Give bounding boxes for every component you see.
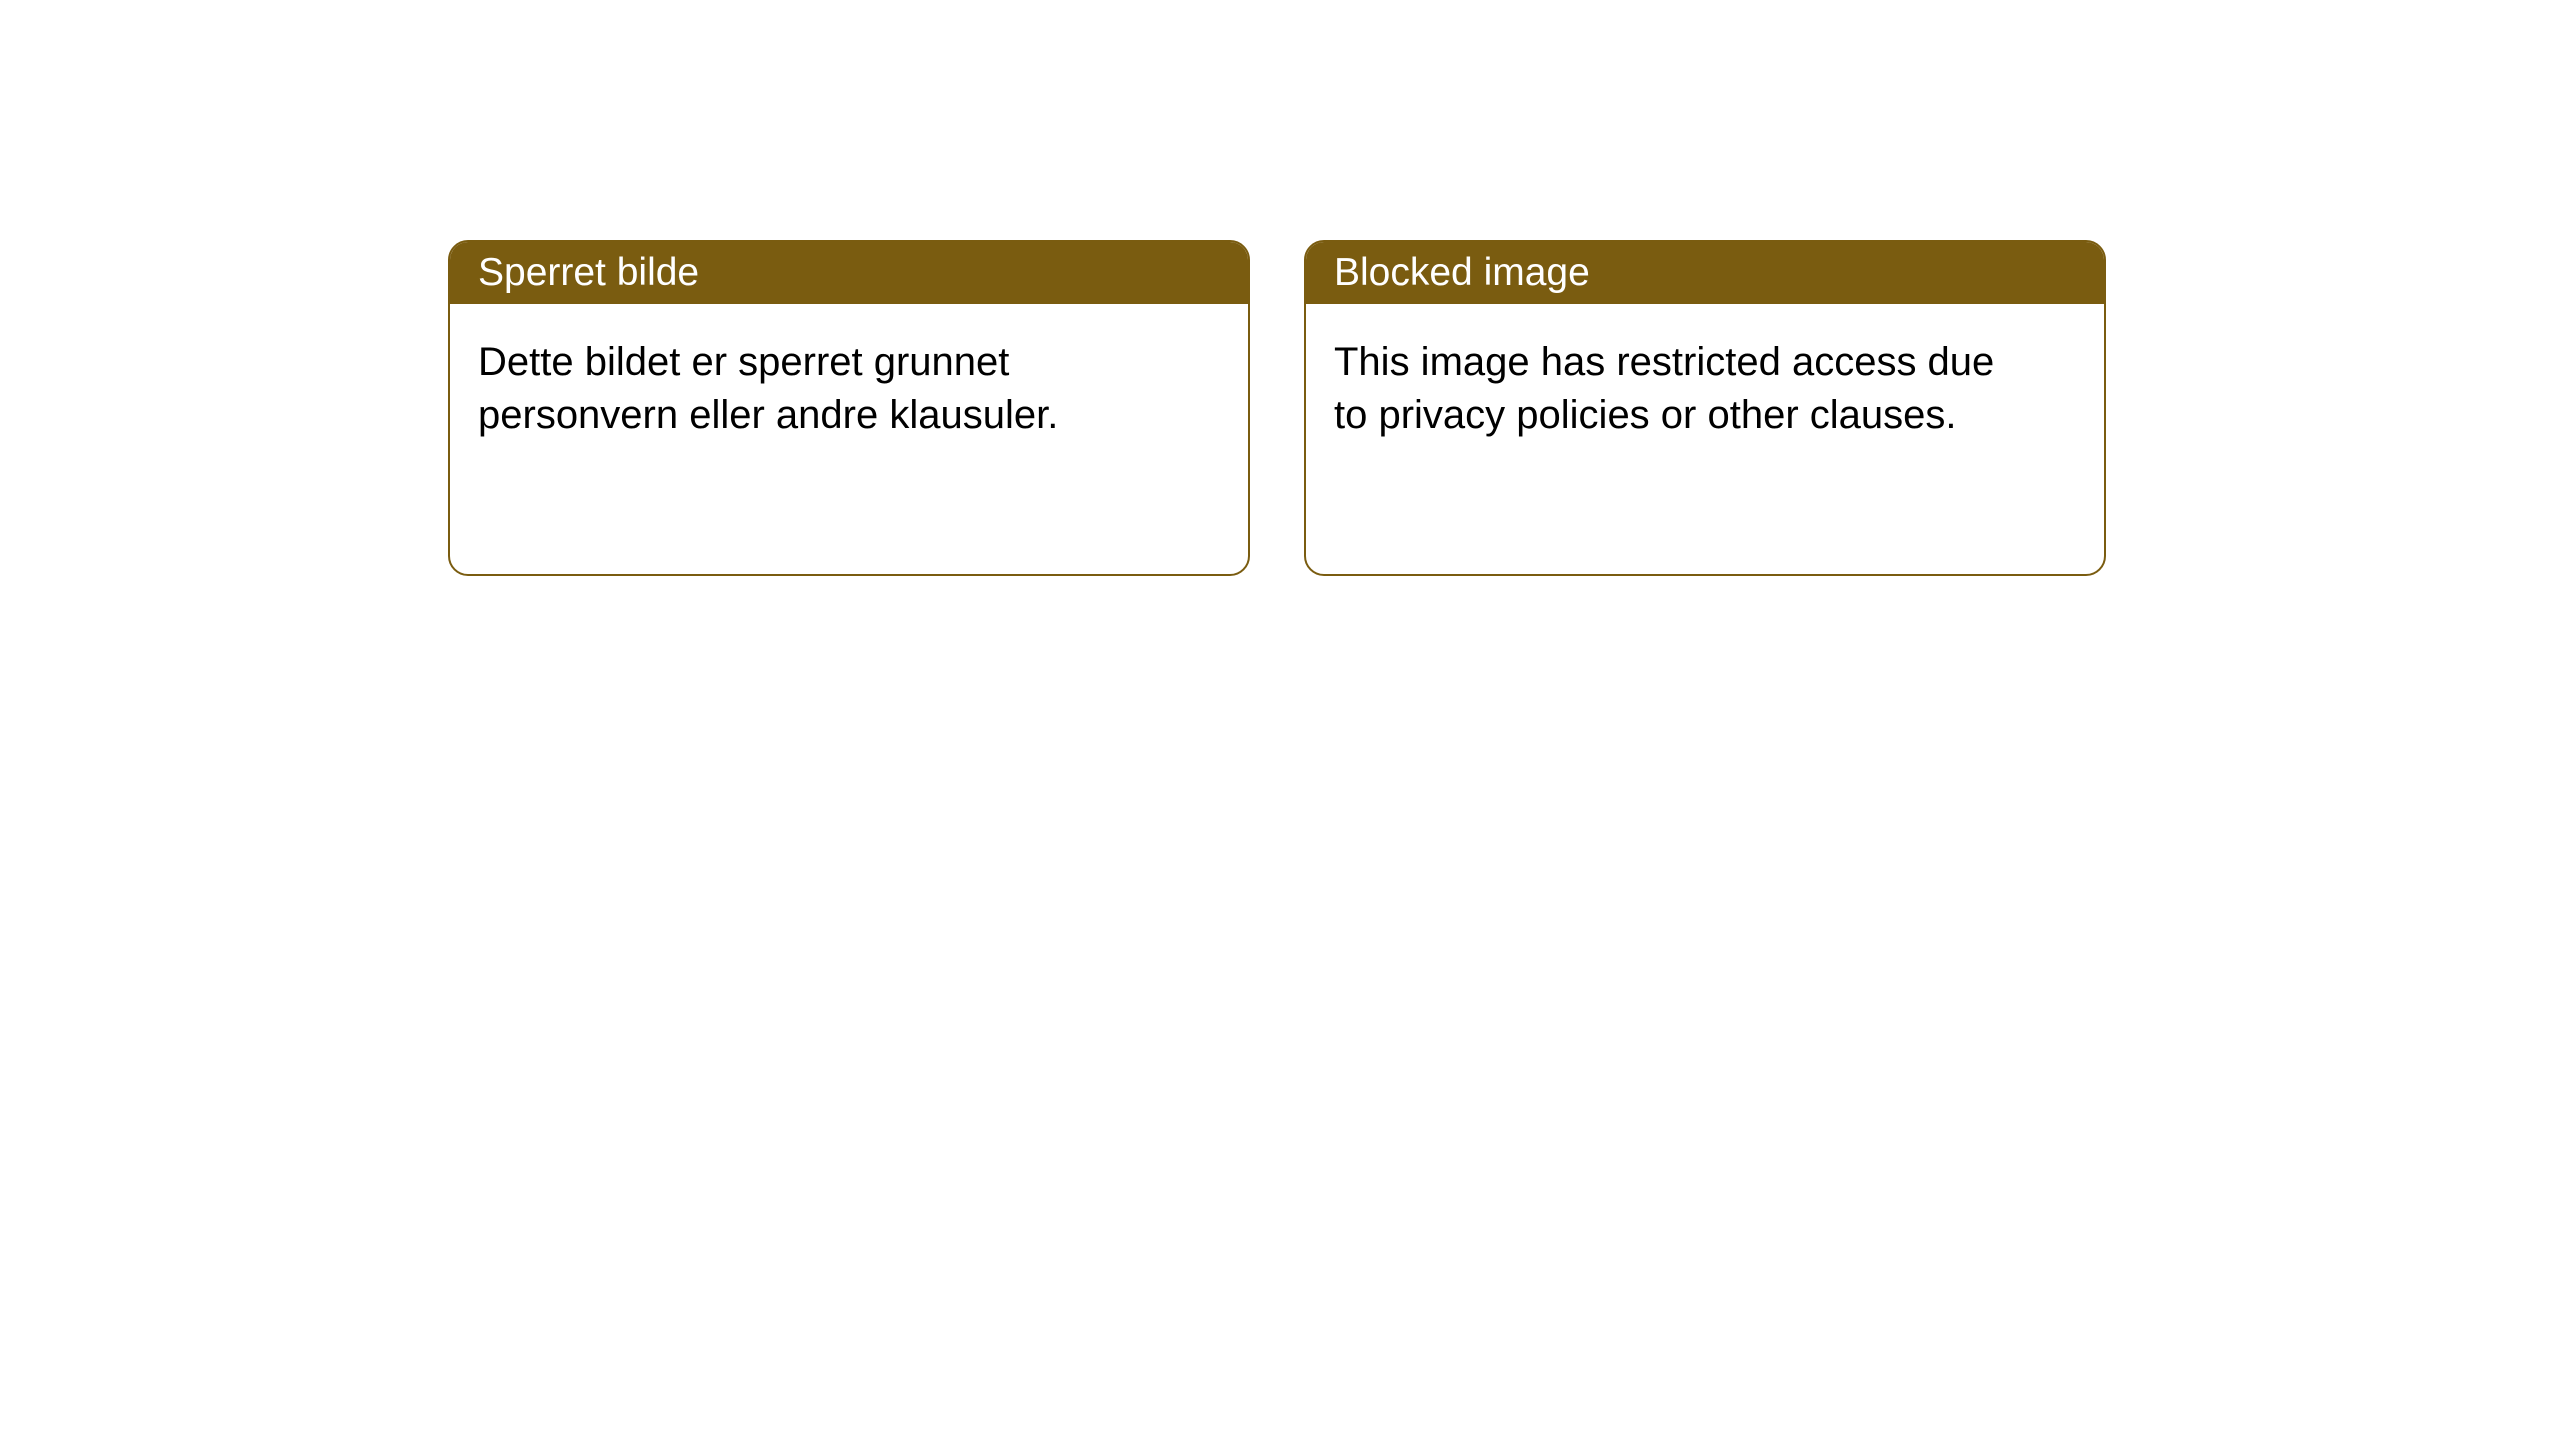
notice-card-english: Blocked image This image has restricted …	[1304, 240, 2106, 576]
card-header-norwegian: Sperret bilde	[450, 242, 1248, 304]
card-header-english: Blocked image	[1306, 242, 2104, 304]
card-body-english: This image has restricted access due to …	[1306, 304, 2026, 474]
notice-card-norwegian: Sperret bilde Dette bildet er sperret gr…	[448, 240, 1250, 576]
card-title: Sperret bilde	[478, 251, 699, 295]
card-container: Sperret bilde Dette bildet er sperret gr…	[448, 240, 2106, 576]
card-title: Blocked image	[1334, 251, 1590, 295]
card-body-norwegian: Dette bildet er sperret grunnet personve…	[450, 304, 1170, 474]
card-body-text: This image has restricted access due to …	[1334, 340, 1994, 437]
card-body-text: Dette bildet er sperret grunnet personve…	[478, 340, 1058, 437]
